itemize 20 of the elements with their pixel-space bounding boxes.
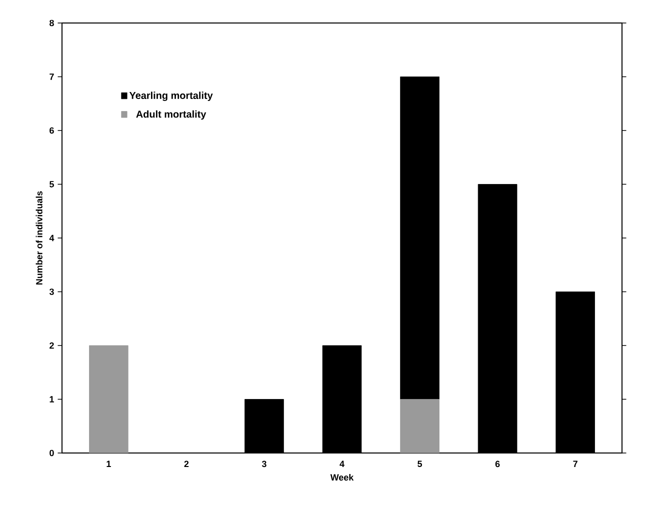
x-tick-label: 7	[573, 460, 578, 467]
y-tick-label: 0	[50, 450, 54, 456]
x-tick-label: 1	[106, 460, 111, 467]
y-tick-label: 2	[50, 342, 54, 349]
x-tick-label: 4	[340, 460, 344, 467]
legend-label: Yearling mortality	[129, 92, 213, 102]
y-tick-label: 7	[50, 74, 54, 80]
y-axis-title: Number of individuals	[36, 191, 42, 284]
x-tick-label: 2	[184, 460, 189, 468]
x-tick-label: 5	[418, 460, 422, 468]
y-tick-label: 1	[50, 396, 54, 402]
x-tick-label: 3	[262, 460, 266, 468]
x-axis-title: Week	[330, 474, 354, 481]
y-tick-label: 4	[49, 234, 54, 242]
legend-label: Adult mortality	[136, 110, 206, 120]
y-tick-label: 6	[50, 127, 54, 134]
y-tick-label: 3	[49, 288, 54, 295]
y-tick-label: 5	[50, 181, 54, 188]
y-tick-label: 8	[50, 20, 54, 26]
x-tick-label: 6	[495, 460, 500, 468]
